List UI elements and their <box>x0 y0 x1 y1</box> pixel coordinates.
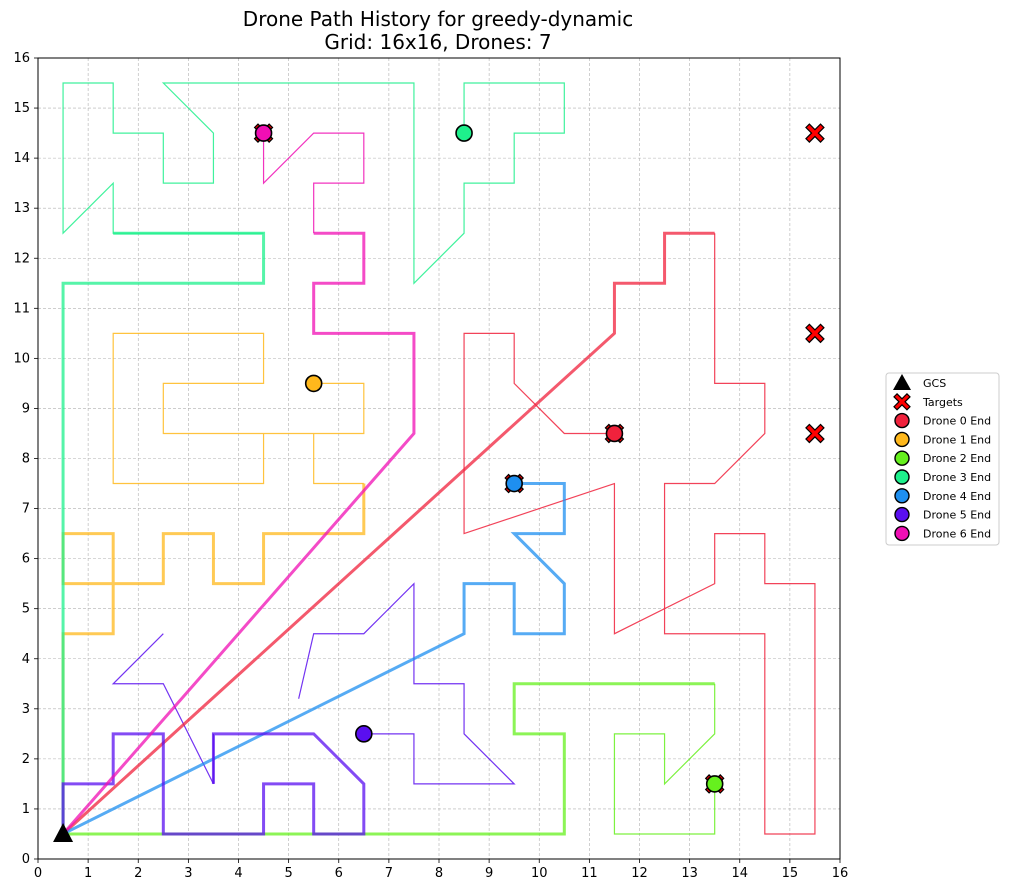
drone-2-history-path <box>613 683 716 835</box>
legend-drone-4-label: Drone 4 End <box>923 490 991 503</box>
x-tick-label: 15 <box>782 866 799 881</box>
chart-title-line2: Grid: 16x16, Drones: 7 <box>324 30 551 54</box>
target-marker <box>805 323 825 344</box>
y-tick-label: 13 <box>13 201 30 216</box>
y-tick-label: 14 <box>13 151 30 166</box>
y-tick-label: 9 <box>22 401 30 416</box>
drone-6-current-path <box>61 231 416 835</box>
legend-drone-2-label: Drone 2 End <box>923 452 991 465</box>
drone-4-current-path <box>62 482 566 836</box>
drone-2-current-path <box>63 682 715 836</box>
legend-drone-3-label: Drone 3 End <box>923 471 991 484</box>
legend-gcs-icon <box>893 374 911 390</box>
y-tick-label: 7 <box>22 502 30 517</box>
y-tick-label: 2 <box>22 752 30 767</box>
drone-6-history-path <box>262 132 365 234</box>
current-paths <box>61 231 715 836</box>
legend-drone-0-icon <box>894 412 910 429</box>
x-tick-label: 14 <box>731 866 748 881</box>
x-tick-label: 16 <box>832 866 849 881</box>
legend-drone-1-label: Drone 1 End <box>923 433 991 446</box>
legend-drone-6-icon <box>894 525 910 542</box>
drone-1-history-path <box>112 332 365 485</box>
x-tick-label: 8 <box>435 866 443 881</box>
legend-drone-1-icon <box>894 431 910 448</box>
drone-3-current-path <box>61 231 266 834</box>
x-tick-label: 9 <box>485 866 493 881</box>
drone-4-end-marker <box>505 474 523 493</box>
y-tick-label: 4 <box>22 652 30 667</box>
drone-0-end-marker <box>605 424 624 443</box>
drone-5-history-path <box>298 582 516 785</box>
markers <box>53 123 825 842</box>
drone-5-current-path <box>61 732 366 836</box>
chart-title-line1: Drone Path History for greedy-dynamic <box>243 7 633 31</box>
y-tick-label: 12 <box>13 251 30 266</box>
y-tick-label: 10 <box>13 351 30 366</box>
legend-drone-4-icon <box>894 488 910 504</box>
drone-3-end-marker <box>455 124 473 142</box>
x-tick-label: 4 <box>234 866 242 881</box>
x-tick-label: 1 <box>84 866 92 881</box>
target-marker <box>805 423 825 444</box>
y-tick-label: 8 <box>22 452 30 467</box>
grid-lines <box>37 57 841 860</box>
legend-targets-label: Targets <box>922 396 963 409</box>
y-tick-label: 6 <box>22 552 30 567</box>
drone-1-end-marker <box>304 374 323 393</box>
plot-frame <box>37 57 841 860</box>
x-tick-label: 11 <box>581 866 598 881</box>
drone-6-end-marker <box>254 124 273 142</box>
legend-drone-5-icon <box>894 506 910 523</box>
drone-0-current-path <box>62 231 715 836</box>
x-tick-label: 12 <box>631 866 648 881</box>
legend: GCS Targets Drone 0 End Drone 1 End Drone 2 … <box>885 372 1000 546</box>
y-tick-label: 16 <box>13 51 30 66</box>
target-marker <box>805 123 825 143</box>
x-tick-label: 13 <box>681 866 698 881</box>
y-tick-label: 15 <box>13 101 30 116</box>
y-tick-label: 5 <box>22 602 30 617</box>
gcs-marker <box>53 822 74 842</box>
drone-5-end-marker <box>355 725 373 743</box>
axes: 0 1 2 3 4 5 6 7 8 9 10 11 12 13 14 15 160123456789101112… <box>13 51 848 881</box>
drone-3-history-path <box>62 82 565 285</box>
x-tick-label: 7 <box>385 866 393 881</box>
y-tick-label: 1 <box>22 802 30 817</box>
legend-drone-6-label: Drone 6 End <box>923 527 991 540</box>
x-tick-label: 2 <box>134 866 142 881</box>
legend-box <box>885 372 1000 546</box>
x-tick-label: 10 <box>531 866 548 881</box>
x-tick-label: 5 <box>284 866 292 881</box>
legend-gcs-label: GCS <box>923 377 946 390</box>
drone-2-end-marker <box>705 775 724 793</box>
x-tick-label: 0 <box>34 866 42 881</box>
legend-drone-0-label: Drone 0 End <box>923 415 991 428</box>
drone-1-current-path <box>61 483 366 834</box>
y-tick-label: 11 <box>13 301 30 316</box>
legend-drone-2-icon <box>894 450 910 466</box>
legend-drone-5-label: Drone 5 End <box>923 509 991 522</box>
x-tick-label: 6 <box>335 866 343 881</box>
y-tick-label: 3 <box>22 702 30 717</box>
drone-0-history-path <box>463 233 816 835</box>
y-tick-label: 0 <box>22 852 30 867</box>
legend-targets-icon <box>893 392 911 411</box>
x-tick-label: 3 <box>184 866 192 881</box>
legend-drone-3-icon <box>894 469 910 485</box>
